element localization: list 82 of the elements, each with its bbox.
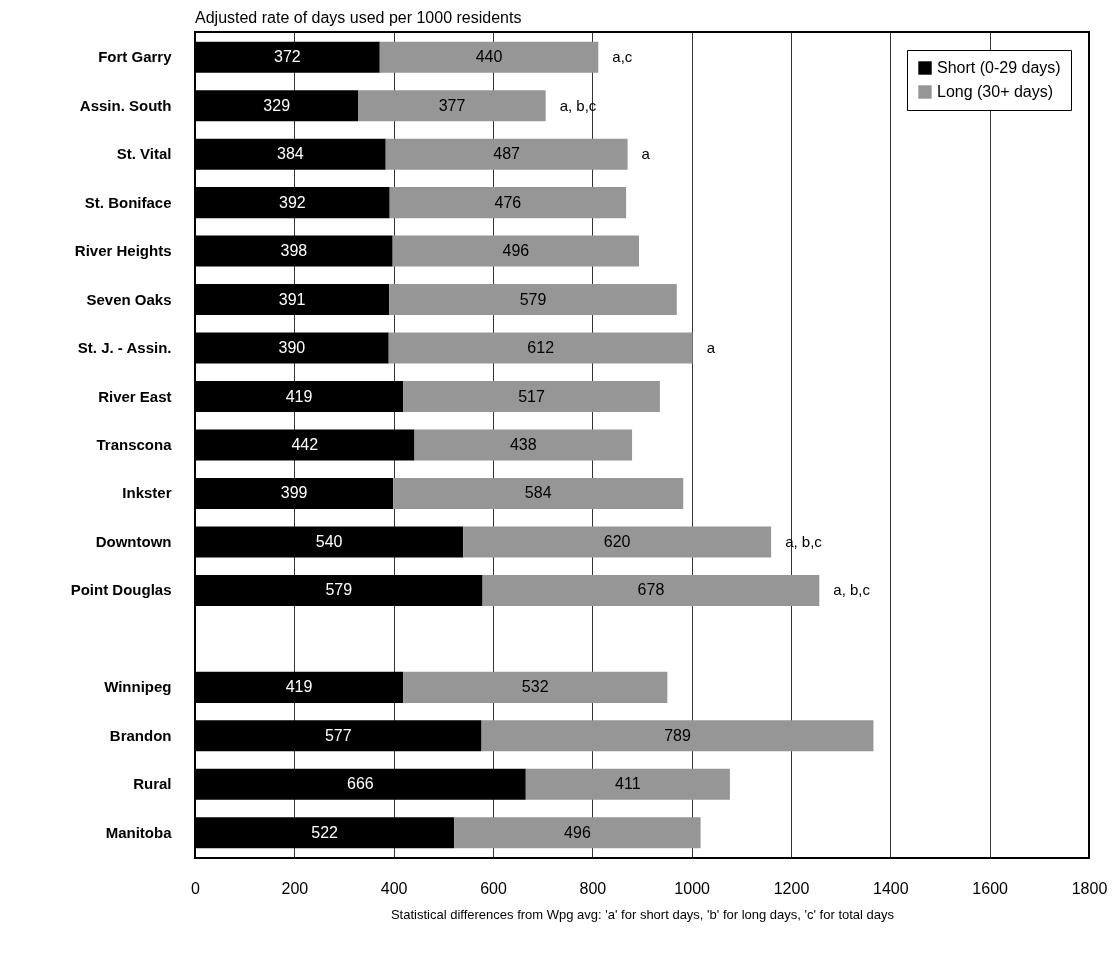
y-tick-label: Assin. South — [79, 96, 172, 114]
bar — [454, 817, 701, 849]
data-label: 438 — [509, 436, 537, 453]
legend-label: Long (30+ days) — [937, 83, 1054, 100]
annotation: a — [641, 145, 651, 163]
bar — [379, 41, 599, 73]
data-label: 522 — [311, 823, 339, 841]
data-label: 579 — [519, 290, 547, 308]
data-label: 440 — [475, 48, 503, 66]
bar — [403, 381, 660, 413]
y-tick-label: River Heights — [74, 242, 172, 260]
data-label: 442 — [291, 436, 319, 453]
bar — [388, 332, 693, 364]
x-tick-label: 1800 — [1071, 879, 1108, 897]
text: Statistical differences from Wpg avg: 'a' for short days, 'b' for long days, 'c' for total days — [390, 906, 895, 922]
y-tick-label: Transcona — [96, 436, 173, 453]
y-tick-label: Brandon — [109, 726, 172, 744]
annotation: a — [706, 339, 716, 357]
x-tick-label: 1200 — [773, 879, 810, 897]
y-tick-label: Rural — [133, 775, 172, 793]
data-label: 419 — [285, 678, 313, 696]
data-label: 399 — [280, 484, 308, 502]
data-label: 377 — [438, 96, 466, 114]
bar — [481, 720, 874, 752]
bar — [389, 284, 677, 316]
data-label: 496 — [564, 823, 591, 841]
data-label: 419 — [285, 387, 313, 405]
data-label: 329 — [263, 96, 291, 114]
data-label: 372 — [274, 48, 301, 66]
data-label: 620 — [603, 532, 631, 550]
annotation: a,c — [612, 48, 633, 66]
bar — [358, 90, 546, 122]
legend-label: Short (0-29 days) — [937, 59, 1061, 76]
x-tick-label: 0 — [191, 879, 201, 897]
data-label: 584 — [524, 484, 552, 502]
data-label: 411 — [615, 775, 641, 793]
bar — [463, 526, 772, 558]
data-label: 384 — [277, 145, 304, 163]
y-tick-label: St. Boniface — [84, 193, 172, 211]
x-tick-label: 400 — [380, 879, 408, 897]
data-label: 579 — [325, 581, 353, 599]
bar — [392, 235, 640, 267]
y-tick-label: Winnipeg — [104, 678, 172, 696]
data-label: 517 — [518, 387, 545, 405]
data-label: 390 — [278, 339, 306, 357]
data-label: 496 — [502, 242, 530, 260]
bar — [414, 429, 633, 461]
data-label: 666 — [347, 775, 374, 793]
y-tick-label: River East — [98, 387, 172, 405]
x-tick-label: 600 — [480, 879, 507, 897]
bar — [385, 138, 628, 170]
bar — [403, 671, 668, 703]
x-tick-label: 200 — [281, 879, 309, 897]
y-tick-label: Manitoba — [105, 823, 173, 841]
bar — [525, 768, 730, 800]
x-tick-label: 1400 — [873, 879, 909, 897]
y-tick-label: St. J. - Assin. — [77, 339, 172, 357]
bar — [482, 574, 820, 606]
y-tick-label: St. Vital — [116, 145, 172, 163]
data-label: 392 — [279, 193, 306, 211]
data-label: 612 — [527, 339, 555, 357]
y-tick-label: Fort Garry — [98, 48, 173, 66]
data-label: 678 — [637, 581, 665, 599]
chart-title: Adjusted rate of days used per 1000 residents — [195, 9, 522, 26]
data-label: 577 — [324, 726, 352, 744]
x-tick-label: 1000 — [674, 879, 711, 897]
data-label: 487 — [493, 145, 521, 163]
data-label: 391 — [278, 290, 306, 308]
data-label: 789 — [664, 726, 691, 744]
data-label: 540 — [315, 532, 343, 550]
annotation: a, b,c — [833, 581, 871, 599]
y-tick-label: Downtown — [95, 532, 172, 550]
data-label: 532 — [521, 678, 549, 696]
x-tick-label: 1600 — [972, 879, 1009, 897]
y-tick-label: Inkster — [122, 484, 172, 502]
y-tick-label: Seven Oaks — [86, 290, 172, 308]
bar — [389, 187, 627, 219]
data-label: 398 — [280, 242, 308, 260]
x-tick-label: 800 — [579, 879, 607, 897]
data-label: 476 — [494, 193, 522, 211]
y-tick-label: Point Douglas — [70, 581, 172, 599]
bar — [393, 477, 684, 509]
